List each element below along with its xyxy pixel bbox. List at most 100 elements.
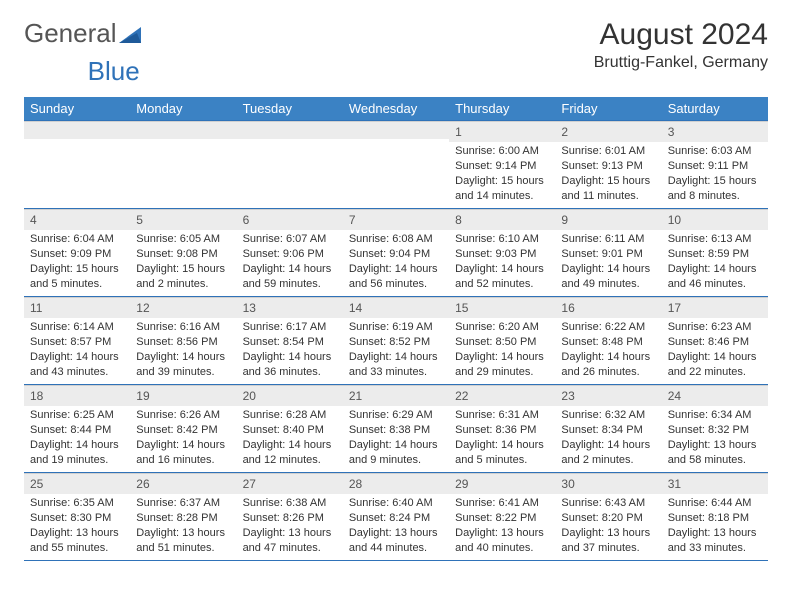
- sunset-text: Sunset: 8:26 PM: [243, 511, 337, 526]
- day-number: 14: [343, 297, 449, 318]
- calendar-cell: 13Sunrise: 6:17 AMSunset: 8:54 PMDayligh…: [237, 297, 343, 385]
- calendar-cell: 6Sunrise: 6:07 AMSunset: 9:06 PMDaylight…: [237, 209, 343, 297]
- daylight-text: Daylight: 13 hours and 40 minutes.: [455, 526, 549, 556]
- calendar-cell: 19Sunrise: 6:26 AMSunset: 8:42 PMDayligh…: [130, 385, 236, 473]
- col-monday: Monday: [130, 97, 236, 121]
- daylight-text: Daylight: 13 hours and 44 minutes.: [349, 526, 443, 556]
- sunrise-text: Sunrise: 6:29 AM: [349, 408, 443, 423]
- day-body: Sunrise: 6:40 AMSunset: 8:24 PMDaylight:…: [343, 494, 449, 559]
- sunrise-text: Sunrise: 6:43 AM: [561, 496, 655, 511]
- sunset-text: Sunset: 9:14 PM: [455, 159, 549, 174]
- calendar-cell: 21Sunrise: 6:29 AMSunset: 8:38 PMDayligh…: [343, 385, 449, 473]
- day-body: Sunrise: 6:11 AMSunset: 9:01 PMDaylight:…: [555, 230, 661, 295]
- sunset-text: Sunset: 8:20 PM: [561, 511, 655, 526]
- sunrise-text: Sunrise: 6:41 AM: [455, 496, 549, 511]
- day-body: Sunrise: 6:29 AMSunset: 8:38 PMDaylight:…: [343, 406, 449, 471]
- day-body: Sunrise: 6:34 AMSunset: 8:32 PMDaylight:…: [662, 406, 768, 471]
- sunrise-text: Sunrise: 6:03 AM: [668, 144, 762, 159]
- day-number: 27: [237, 473, 343, 494]
- day-body: Sunrise: 6:41 AMSunset: 8:22 PMDaylight:…: [449, 494, 555, 559]
- daylight-text: Daylight: 14 hours and 46 minutes.: [668, 262, 762, 292]
- sunrise-text: Sunrise: 6:08 AM: [349, 232, 443, 247]
- sunset-text: Sunset: 8:40 PM: [243, 423, 337, 438]
- day-number: 24: [662, 385, 768, 406]
- sunrise-text: Sunrise: 6:04 AM: [30, 232, 124, 247]
- day-number: 25: [24, 473, 130, 494]
- daylight-text: Daylight: 13 hours and 47 minutes.: [243, 526, 337, 556]
- sunrise-text: Sunrise: 6:22 AM: [561, 320, 655, 335]
- day-body: Sunrise: 6:26 AMSunset: 8:42 PMDaylight:…: [130, 406, 236, 471]
- day-number: 8: [449, 209, 555, 230]
- sunrise-text: Sunrise: 6:40 AM: [349, 496, 443, 511]
- sunset-text: Sunset: 9:09 PM: [30, 247, 124, 262]
- logo-text-general: General: [24, 18, 117, 49]
- calendar-row: 4Sunrise: 6:04 AMSunset: 9:09 PMDaylight…: [24, 209, 768, 297]
- day-body: Sunrise: 6:17 AMSunset: 8:54 PMDaylight:…: [237, 318, 343, 383]
- day-body: Sunrise: 6:31 AMSunset: 8:36 PMDaylight:…: [449, 406, 555, 471]
- day-number: 4: [24, 209, 130, 230]
- logo-text-blue: Blue: [88, 56, 140, 86]
- sunset-text: Sunset: 8:42 PM: [136, 423, 230, 438]
- day-body: Sunrise: 6:07 AMSunset: 9:06 PMDaylight:…: [237, 230, 343, 295]
- calendar-cell: 23Sunrise: 6:32 AMSunset: 8:34 PMDayligh…: [555, 385, 661, 473]
- calendar-cell: 8Sunrise: 6:10 AMSunset: 9:03 PMDaylight…: [449, 209, 555, 297]
- day-number: 2: [555, 121, 661, 142]
- daylight-text: Daylight: 14 hours and 33 minutes.: [349, 350, 443, 380]
- sunrise-text: Sunrise: 6:35 AM: [30, 496, 124, 511]
- col-sunday: Sunday: [24, 97, 130, 121]
- title-block: August 2024 Bruttig-Fankel, Germany: [594, 18, 768, 72]
- sunrise-text: Sunrise: 6:44 AM: [668, 496, 762, 511]
- day-body: Sunrise: 6:03 AMSunset: 9:11 PMDaylight:…: [662, 142, 768, 207]
- calendar-cell: 14Sunrise: 6:19 AMSunset: 8:52 PMDayligh…: [343, 297, 449, 385]
- sunrise-text: Sunrise: 6:19 AM: [349, 320, 443, 335]
- sunrise-text: Sunrise: 6:13 AM: [668, 232, 762, 247]
- day-number: 10: [662, 209, 768, 230]
- calendar-cell: 1Sunrise: 6:00 AMSunset: 9:14 PMDaylight…: [449, 121, 555, 209]
- sunset-text: Sunset: 9:01 PM: [561, 247, 655, 262]
- calendar-row: 25Sunrise: 6:35 AMSunset: 8:30 PMDayligh…: [24, 473, 768, 561]
- sunset-text: Sunset: 8:50 PM: [455, 335, 549, 350]
- sunset-text: Sunset: 8:48 PM: [561, 335, 655, 350]
- sunset-text: Sunset: 9:04 PM: [349, 247, 443, 262]
- calendar-cell: 5Sunrise: 6:05 AMSunset: 9:08 PMDaylight…: [130, 209, 236, 297]
- day-body: Sunrise: 6:25 AMSunset: 8:44 PMDaylight:…: [24, 406, 130, 471]
- sunset-text: Sunset: 8:59 PM: [668, 247, 762, 262]
- day-number: 22: [449, 385, 555, 406]
- daylight-text: Daylight: 14 hours and 36 minutes.: [243, 350, 337, 380]
- calendar-row: 11Sunrise: 6:14 AMSunset: 8:57 PMDayligh…: [24, 297, 768, 385]
- calendar-cell: [237, 121, 343, 209]
- day-body: Sunrise: 6:04 AMSunset: 9:09 PMDaylight:…: [24, 230, 130, 295]
- daylight-text: Daylight: 14 hours and 56 minutes.: [349, 262, 443, 292]
- day-body: Sunrise: 6:20 AMSunset: 8:50 PMDaylight:…: [449, 318, 555, 383]
- col-tuesday: Tuesday: [237, 97, 343, 121]
- daylight-text: Daylight: 14 hours and 5 minutes.: [455, 438, 549, 468]
- col-thursday: Thursday: [449, 97, 555, 121]
- day-number: 6: [237, 209, 343, 230]
- daylight-text: Daylight: 14 hours and 52 minutes.: [455, 262, 549, 292]
- daylight-text: Daylight: 15 hours and 11 minutes.: [561, 174, 655, 204]
- day-number: 12: [130, 297, 236, 318]
- calendar-cell: 10 Sunrise: 6:13 AMSunset: 8:59 PMDayligh…: [662, 209, 768, 297]
- sunset-text: Sunset: 8:36 PM: [455, 423, 549, 438]
- day-number: 29: [449, 473, 555, 494]
- daylight-text: Daylight: 15 hours and 14 minutes.: [455, 174, 549, 204]
- daylight-text: Daylight: 14 hours and 59 minutes.: [243, 262, 337, 292]
- day-body: Sunrise: 6:00 AMSunset: 9:14 PMDaylight:…: [449, 142, 555, 207]
- day-number: 23: [555, 385, 661, 406]
- sunrise-text: Sunrise: 6:31 AM: [455, 408, 549, 423]
- day-body: Sunrise: 6:23 AMSunset: 8:46 PMDaylight:…: [662, 318, 768, 383]
- day-number: 13: [237, 297, 343, 318]
- sunset-text: Sunset: 9:13 PM: [561, 159, 655, 174]
- day-number: 3: [662, 121, 768, 142]
- sunset-text: Sunset: 8:44 PM: [30, 423, 124, 438]
- sunrise-text: Sunrise: 6:34 AM: [668, 408, 762, 423]
- location: Bruttig-Fankel, Germany: [594, 54, 768, 72]
- sunrise-text: Sunrise: 6:38 AM: [243, 496, 337, 511]
- sunrise-text: Sunrise: 6:17 AM: [243, 320, 337, 335]
- calendar-row: 18Sunrise: 6:25 AMSunset: 8:44 PMDayligh…: [24, 385, 768, 473]
- day-number: [343, 121, 449, 139]
- daylight-text: Daylight: 14 hours and 43 minutes.: [30, 350, 124, 380]
- calendar-cell: 30Sunrise: 6:43 AMSunset: 8:20 PMDayligh…: [555, 473, 661, 561]
- day-number: [24, 121, 130, 139]
- day-body: Sunrise: 6:10 AMSunset: 9:03 PMDaylight:…: [449, 230, 555, 295]
